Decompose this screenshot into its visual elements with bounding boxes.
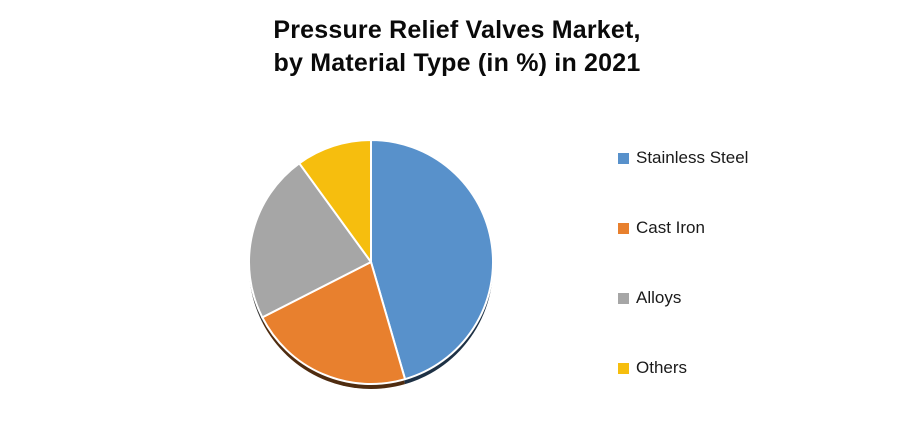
legend-swatch-others-icon	[618, 362, 629, 374]
legend-label-alloys: Alloys	[636, 288, 682, 307]
legend-item-cast-iron: Cast Iron	[618, 218, 748, 238]
pie-slice-alloys	[248, 162, 372, 319]
pie-slice-cast-iron	[261, 261, 407, 385]
chart-title-line-1: Pressure Relief Valves Market,	[273, 16, 641, 44]
pie-slice-stainless-steel	[370, 139, 495, 381]
legend-item-others: Others	[618, 358, 748, 378]
pie-slice-others	[298, 139, 372, 263]
chart-title: Pressure Relief Valves Market, by Materi…	[0, 14, 914, 80]
chart-legend: Stainless Steel Cast Iron Alloys Others	[618, 148, 748, 378]
legend-swatch-cast-iron-icon	[618, 222, 629, 234]
legend-swatch-stainless-steel-icon	[618, 152, 629, 164]
legend-label-cast-iron: Cast Iron	[636, 218, 705, 237]
legend-item-stainless-steel: Stainless Steel	[618, 148, 748, 168]
legend-item-alloys: Alloys	[618, 288, 748, 308]
legend-label-others: Others	[636, 358, 688, 377]
legend-swatch-alloys-icon	[618, 292, 629, 304]
chart-title-line-2: by Material Type (in %) in 2021	[273, 49, 641, 77]
legend-label-stainless-steel: Stainless Steel	[636, 148, 749, 167]
